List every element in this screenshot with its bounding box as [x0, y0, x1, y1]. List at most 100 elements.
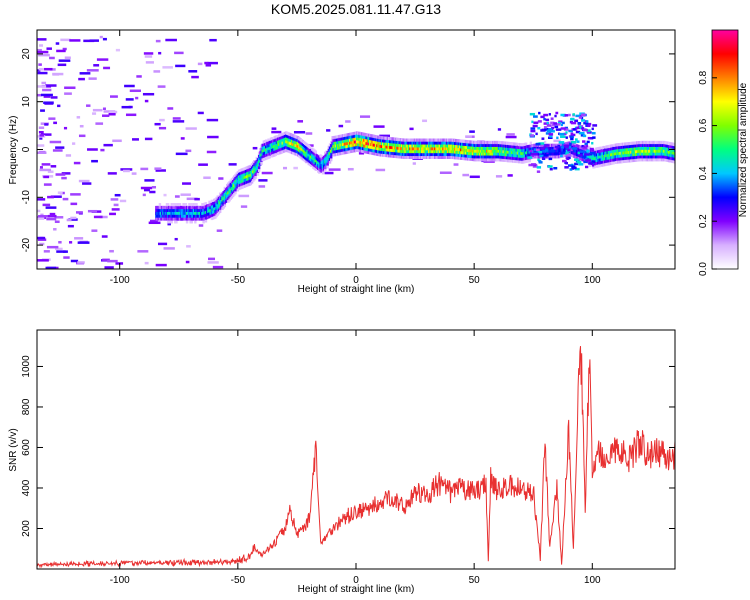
heatmap-noise-cell — [158, 51, 162, 55]
heatmap-noise-cell — [144, 179, 155, 182]
heatmap-noise-cell — [41, 81, 47, 85]
heatmap-cluster-cell — [589, 151, 596, 155]
heatmap-noise-cell — [216, 229, 223, 232]
heatmap-ridge-cell — [208, 200, 211, 204]
heatmap-ridge-cell — [254, 175, 257, 179]
heatmap-noise-cell — [144, 99, 149, 103]
heatmap-cluster-cell — [588, 162, 594, 165]
heatmap-noise-cell — [57, 63, 67, 67]
heatmap-noise-cell — [52, 72, 64, 76]
heatmap-cluster-cell — [530, 134, 534, 137]
heatmap-cluster-cell — [537, 158, 540, 162]
x-tick-label: 0 — [353, 575, 359, 586]
heatmap-ridge-cell — [195, 203, 198, 207]
heatmap-noise-cell — [167, 107, 174, 110]
heatmap-ridge-cell — [611, 144, 614, 148]
heatmap-noise-cell — [39, 168, 52, 172]
heatmap-cluster-cell — [585, 159, 592, 162]
heatmap-noise-cell — [109, 212, 116, 216]
heatmap-ridge-cell — [274, 152, 277, 157]
heatmap-noise-cell — [57, 104, 61, 108]
heatmap-noise-cell — [347, 167, 354, 171]
heatmap-ridge-cell — [194, 220, 197, 224]
heatmap-noise-cell — [41, 163, 51, 166]
heatmap-noise-cell — [271, 130, 282, 134]
heatmap-ridge-cell — [318, 170, 321, 174]
heatmap-cluster-cell — [533, 121, 539, 125]
heatmap-cluster-cell — [543, 117, 546, 121]
heatmap-ridge-cell — [314, 150, 318, 154]
heatmap-ridge-cell — [588, 163, 592, 168]
heatmap-noise-cell — [240, 205, 248, 208]
heatmap-noise-cell — [469, 130, 475, 133]
heatmap-cluster-cell — [575, 130, 581, 134]
heatmap-noise-cell — [37, 217, 45, 220]
heatmap-cluster-cell — [546, 121, 549, 125]
heatmap-noise-cell — [536, 170, 541, 173]
heatmap-ridge-cell — [672, 157, 675, 161]
heatmap-ridge-cell — [305, 160, 308, 164]
heatmap-cluster-cell — [545, 132, 552, 135]
heatmap-ridge-cell — [593, 165, 596, 169]
heatmap-noise-cell — [208, 257, 216, 261]
heatmap-noise-cell — [154, 122, 161, 126]
heatmap-noise-cell — [194, 197, 200, 201]
heatmap-ridge-cell — [175, 220, 178, 224]
heatmap-cluster-cell — [565, 131, 568, 134]
heatmap-noise-cell — [185, 149, 192, 153]
heatmap-noise-cell — [50, 96, 58, 99]
heatmap-ridge-cell — [168, 220, 171, 224]
heatmap-marks — [37, 35, 675, 269]
heatmap-cluster-cell — [530, 127, 536, 130]
heatmap-cluster-cell — [591, 131, 596, 135]
line-y-ticks: 200 400 600 800 1000 — [21, 355, 675, 537]
heatmap-cluster-cell — [543, 122, 550, 125]
heatmap-cluster-cell — [563, 132, 567, 136]
heatmap-noise-cell — [54, 220, 60, 224]
heatmap-ridge-cell — [256, 172, 260, 176]
heatmap-noise-cell — [44, 67, 53, 71]
heatmap-ridge-cell — [672, 154, 675, 158]
heatmap-noise-cell — [136, 75, 142, 78]
heatmap-noise-cell — [107, 259, 118, 263]
heatmap-noise-cell — [38, 130, 44, 134]
heatmap-noise-cell — [100, 148, 105, 152]
heatmap-noise-cell — [70, 202, 78, 206]
heatmap-noise-cell — [37, 69, 41, 72]
heatmap-noise-cell — [37, 48, 42, 52]
heatmap-cluster-cell — [589, 136, 594, 140]
heatmap-cluster-cell — [560, 127, 566, 130]
heatmap-noise-cell — [83, 39, 95, 43]
heatmap-noise-cell — [39, 137, 43, 140]
heatmap-noise-cell — [40, 213, 44, 217]
heatmap-noise-cell — [379, 134, 390, 138]
heatmap-noise-cell — [99, 215, 108, 219]
heatmap-cluster-cell — [573, 128, 576, 131]
heatmap-noise-cell — [92, 112, 97, 115]
heatmap-cluster-cell — [582, 134, 587, 138]
heatmap-cluster-cell — [556, 136, 559, 140]
heatmap-cluster-cell — [541, 137, 545, 140]
heatmap-cluster-cell — [570, 137, 574, 141]
heatmap-ridge-cell — [672, 160, 675, 164]
heatmap-noise-cell — [228, 163, 237, 166]
heatmap-noise-cell — [191, 75, 199, 79]
heatmap-cluster-cell — [529, 112, 536, 116]
heatmap-cluster-cell — [537, 120, 542, 123]
heatmap-noise-cell — [238, 194, 250, 198]
heatmap-noise-cell — [78, 179, 90, 183]
heatmap-ridge-cell — [308, 145, 312, 149]
heatmap-noise-cell — [60, 38, 71, 42]
heatmap-noise-cell — [203, 176, 211, 179]
heatmap-cluster-cell — [546, 129, 553, 133]
heatmap-noise-cell — [61, 176, 67, 180]
heatmap-ridge-cell — [509, 159, 512, 163]
heatmap-noise-cell — [172, 120, 185, 123]
heatmap-noise-cell — [57, 191, 63, 194]
heatmap-ridge-cell — [218, 209, 222, 213]
heatmap-cluster-cell — [526, 145, 529, 148]
heatmap-noise-cell — [144, 261, 149, 265]
heatmap-noise-cell — [39, 166, 43, 169]
heatmap-noise-cell — [109, 249, 114, 253]
heatmap-noise-cell — [142, 92, 155, 96]
